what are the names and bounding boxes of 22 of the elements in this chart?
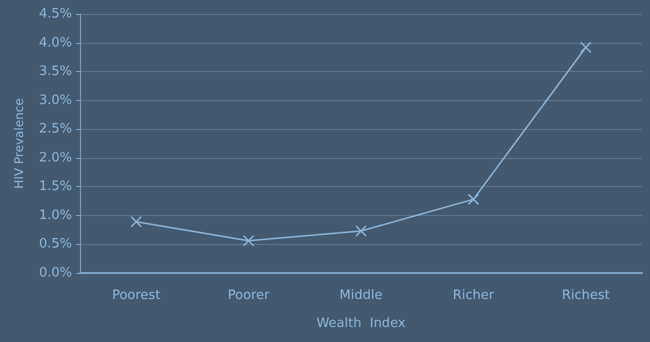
y-tick-label: 0.5% [38, 236, 72, 252]
x-tick-label: Middle [340, 288, 382, 303]
y-tick-label: 2.0% [38, 150, 72, 166]
point [355, 225, 367, 237]
point [130, 216, 142, 228]
y-tick-label: 0.0% [38, 266, 72, 280]
point [242, 235, 254, 247]
x-axis-title: Wealth Index [316, 316, 406, 331]
x-tick-label: Poorer [228, 288, 270, 303]
y-tick-label: 3.5% [38, 64, 72, 80]
y-tick-label: 1.5% [38, 179, 72, 194]
x-tick-label: Poorest [112, 288, 160, 303]
y-tick-label: 4.5% [38, 6, 72, 22]
point [580, 42, 592, 54]
y-tick-label: 3.0% [38, 92, 72, 108]
y-axis-title: HIV Prevalence [12, 98, 26, 189]
y-tick-label: 1.0% [38, 208, 72, 223]
point [468, 194, 480, 206]
y-tick-label: 4.0% [38, 35, 72, 50]
x-tick-label: Richest [562, 288, 610, 303]
x-tick-label: Richer [452, 288, 495, 303]
y-tick-label: 2.5% [38, 122, 72, 137]
